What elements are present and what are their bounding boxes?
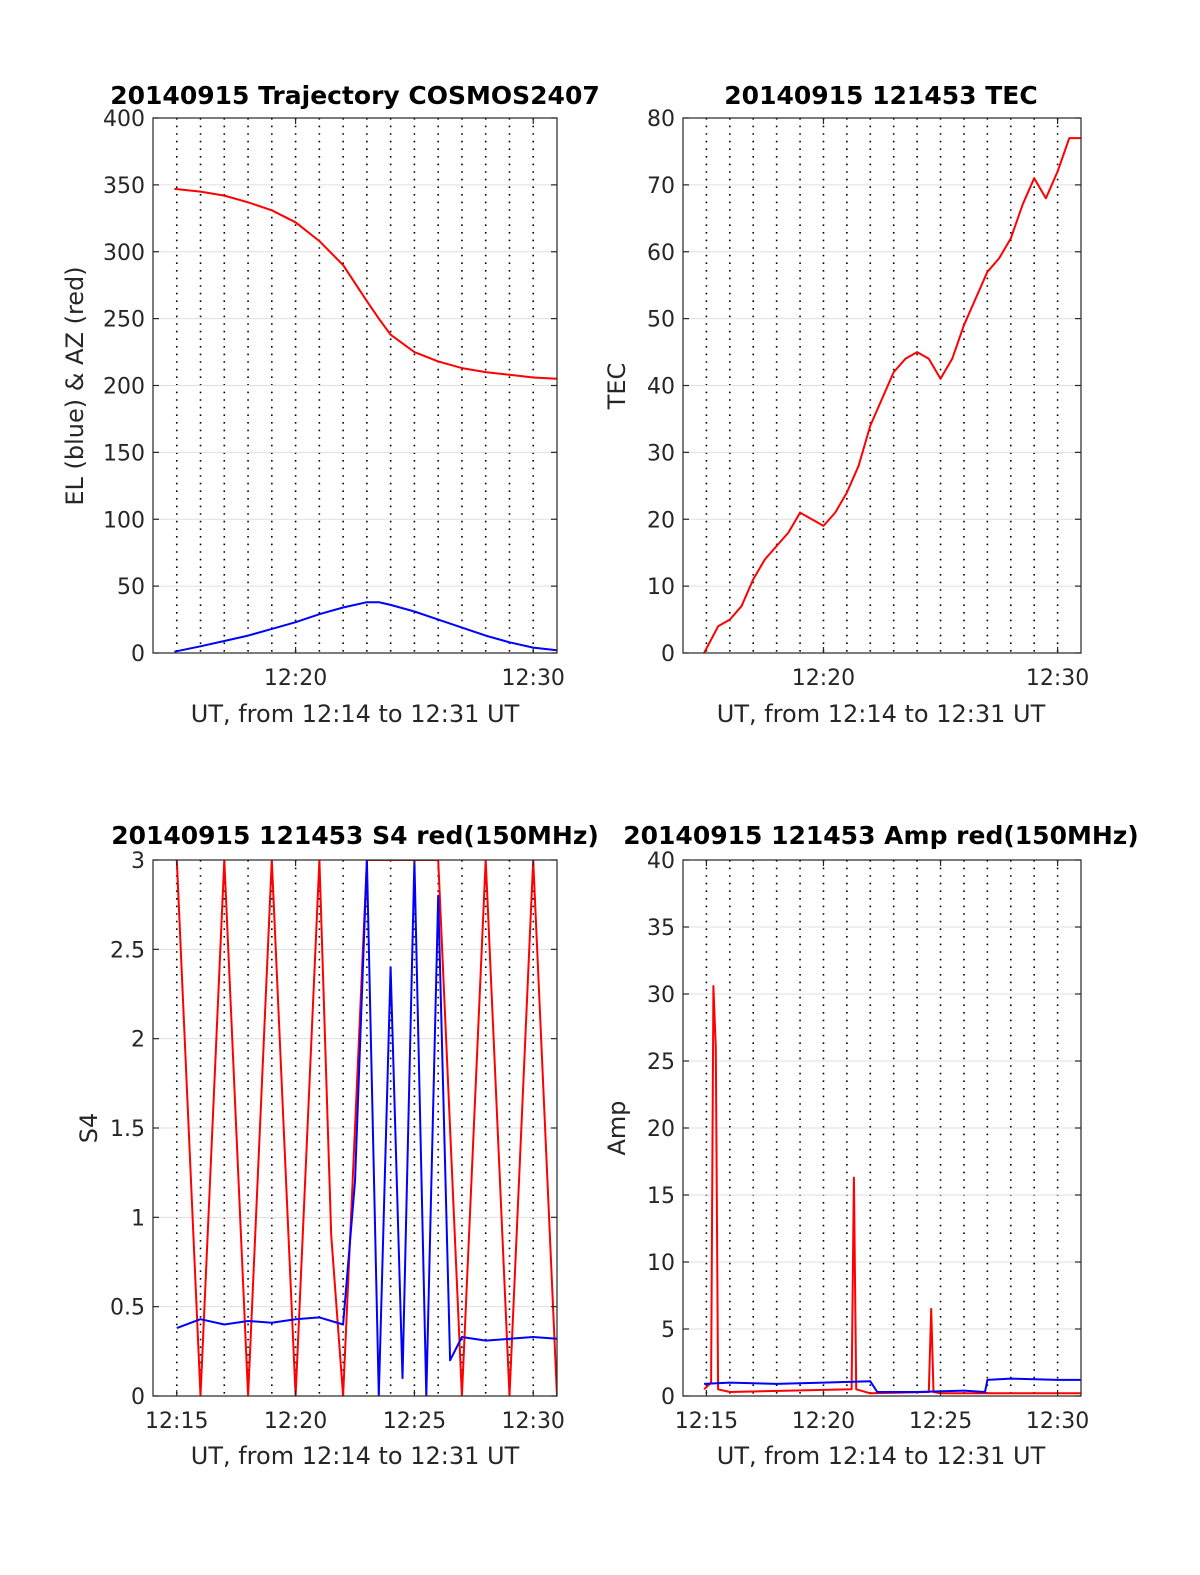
chart-title: 20140915 Trajectory COSMOS2407 — [110, 81, 600, 110]
y-tick-label: 50 — [647, 308, 675, 333]
y-tick-label: 40 — [647, 375, 675, 400]
x-tick-label: 12:20 — [792, 1409, 855, 1434]
y-tick-label: 40 — [647, 849, 675, 874]
x-axis-label: UT, from 12:14 to 12:31 UT — [191, 1442, 520, 1470]
y-tick-label: 0 — [661, 642, 675, 667]
series-line-1 — [174, 601, 557, 653]
y-tick-label: 70 — [647, 174, 675, 199]
y-tick-label: 150 — [103, 441, 145, 466]
y-tick-label: 25 — [647, 1050, 675, 1075]
y-tick-label: 20 — [647, 508, 675, 533]
x-axis-label: UT, from 12:14 to 12:31 UT — [191, 700, 520, 728]
y-tick-label: 50 — [117, 575, 145, 600]
x-tick-label: 12:30 — [1026, 666, 1089, 691]
series-line-0 — [703, 985, 1081, 1395]
chart-title: 20140915 121453 TEC — [724, 81, 1037, 110]
x-tick-label: 12:25 — [383, 1409, 446, 1434]
y-tick-label: 0 — [131, 642, 145, 667]
y-tick-label: 15 — [647, 1184, 675, 1209]
y-axis-label: TEC — [603, 363, 631, 411]
series-line-0 — [703, 137, 1081, 653]
x-axis-label: UT, from 12:14 to 12:31 UT — [717, 1442, 1046, 1470]
y-tick-label: 1 — [131, 1206, 145, 1231]
x-tick-label: 12:20 — [264, 666, 327, 691]
series-line-0 — [174, 187, 557, 380]
y-tick-label: 1.5 — [110, 1117, 145, 1142]
y-tick-label: 400 — [103, 107, 145, 132]
chart-title: 20140915 121453 S4 red(150MHz) — [111, 821, 599, 850]
x-tick-label: 12:20 — [792, 666, 855, 691]
x-axis-label: UT, from 12:14 to 12:31 UT — [717, 700, 1046, 728]
tec-chart: 20140915 121453 TEC UT, from 12:14 to 12… — [603, 81, 1089, 728]
x-tick-label: 12:30 — [1026, 1409, 1089, 1434]
y-axis-label: S4 — [75, 1113, 103, 1144]
y-tick-label: 80 — [647, 107, 675, 132]
x-tick-label: 12:15 — [675, 1409, 738, 1434]
x-tick-label: 12:30 — [502, 666, 565, 691]
y-tick-label: 5 — [661, 1318, 675, 1343]
y-tick-label: 10 — [647, 1251, 675, 1276]
x-tick-label: 12:20 — [264, 1409, 327, 1434]
y-tick-label: 10 — [647, 575, 675, 600]
chart-title: 20140915 121453 Amp red(150MHz) — [623, 821, 1139, 850]
y-tick-label: 60 — [647, 241, 675, 266]
s4-chart: 20140915 121453 S4 red(150MHz) UT, from … — [75, 821, 599, 1470]
y-tick-label: 30 — [647, 983, 675, 1008]
y-tick-label: 2 — [131, 1028, 145, 1053]
y-axis-label: Amp — [603, 1100, 631, 1155]
x-tick-label: 12:15 — [145, 1409, 208, 1434]
y-tick-label: 30 — [647, 441, 675, 466]
y-tick-label: 200 — [103, 375, 145, 400]
amp-chart: 20140915 121453 Amp red(150MHz) UT, from… — [603, 821, 1139, 1470]
y-tick-label: 3 — [131, 849, 145, 874]
y-tick-label: 250 — [103, 308, 145, 333]
y-tick-label: 100 — [103, 508, 145, 533]
y-tick-label: 0 — [661, 1385, 675, 1410]
series-line-0 — [175, 860, 557, 1396]
y-tick-label: 20 — [647, 1117, 675, 1142]
y-tick-label: 300 — [103, 241, 145, 266]
trajectory-chart: 20140915 Trajectory COSMOS2407 UT, from … — [61, 81, 600, 728]
x-tick-label: 12:25 — [909, 1409, 972, 1434]
x-tick-label: 12:30 — [502, 1409, 565, 1434]
y-axis-label: EL (blue) & AZ (red) — [61, 266, 89, 505]
y-tick-label: 0.5 — [110, 1296, 145, 1321]
series-line-1 — [176, 860, 557, 1396]
y-tick-label: 2.5 — [110, 938, 145, 963]
y-tick-label: 35 — [647, 916, 675, 941]
y-tick-label: 0 — [131, 1385, 145, 1410]
series-line-1 — [704, 1377, 1081, 1393]
y-tick-label: 350 — [103, 174, 145, 199]
